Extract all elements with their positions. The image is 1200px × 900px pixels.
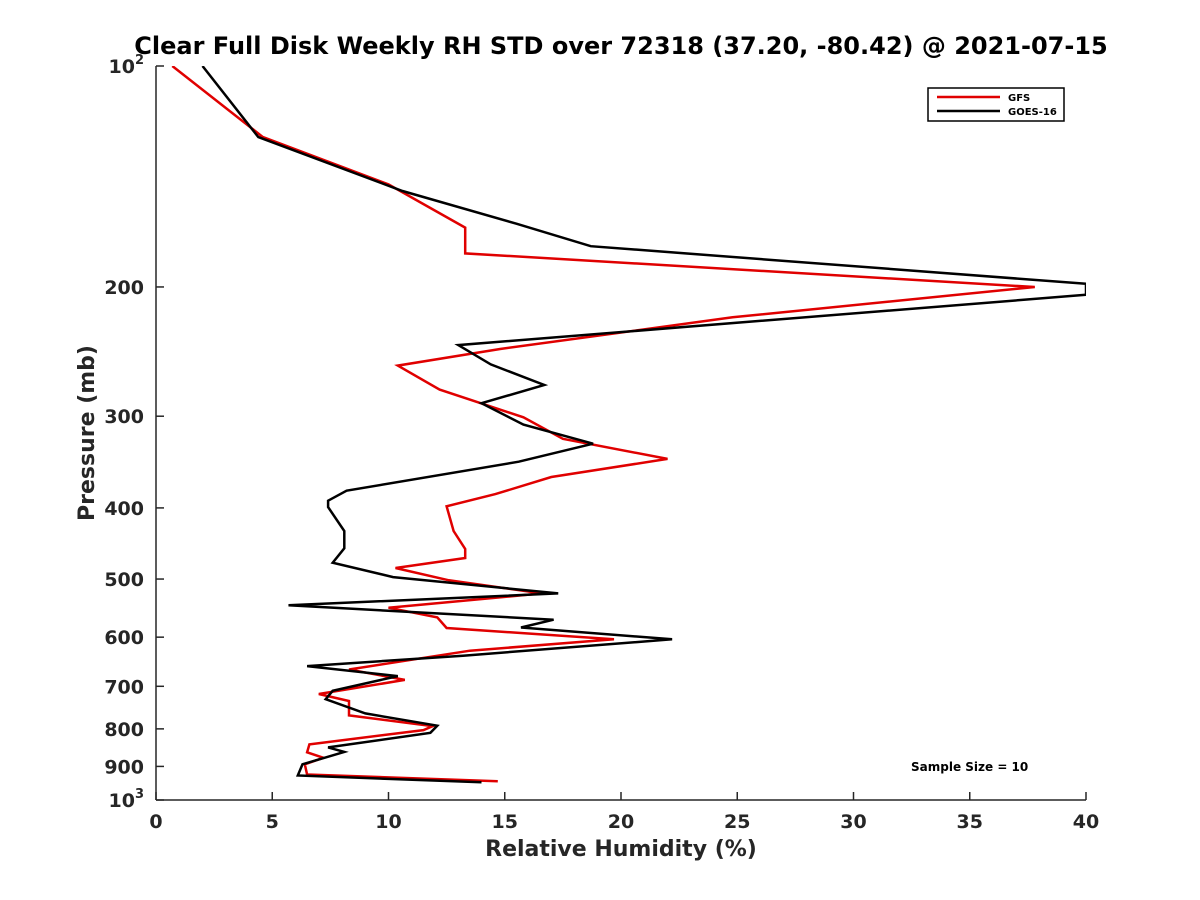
legend-box (927, 87, 1065, 122)
x-tick-label: 25 (724, 811, 750, 833)
y-tick-label: 300 (104, 406, 144, 428)
y-tick-label: 200 (104, 277, 144, 299)
legend: GFS GOES-16 (927, 87, 1065, 122)
x-tick-label: 0 (149, 811, 162, 833)
x-tick-label: 5 (266, 811, 279, 833)
y-tick-label: 102 (109, 53, 145, 78)
chart-title: Clear Full Disk Weekly RH STD over 72318… (134, 32, 1107, 60)
y-tick-label: 103 (109, 787, 145, 812)
x-tick-label: 40 (1073, 811, 1099, 833)
series-line-goes-16 (201, 66, 1086, 784)
x-tick-label: 35 (957, 811, 983, 833)
y-tick-label: 700 (104, 676, 144, 698)
x-axis-label: Relative Humidity (%) (485, 837, 757, 862)
plot-area (171, 66, 1086, 784)
x-tick-label: 30 (840, 811, 866, 833)
x-tick-label: 10 (375, 811, 401, 833)
legend-label-gfs: GFS (1008, 93, 1030, 104)
y-tick-label: 900 (104, 756, 144, 778)
axis-ticks: 0 5 10 15 20 25 30 35 40 102 200 300 400 500 600 700 800… (104, 53, 1099, 833)
x-tick-label: 15 (492, 811, 518, 833)
legend-label-goes-16: GOES-16 (1008, 107, 1057, 118)
y-tick-label: 400 (104, 498, 144, 520)
y-axis-label: Pressure (mb) (75, 345, 100, 521)
y-tick-label: 800 (104, 719, 144, 741)
sample-size-annotation: Sample Size = 10 (911, 760, 1028, 774)
y-tick-label: 600 (104, 627, 144, 649)
y-tick-label: 500 (104, 569, 144, 591)
x-tick-label: 20 (608, 811, 634, 833)
